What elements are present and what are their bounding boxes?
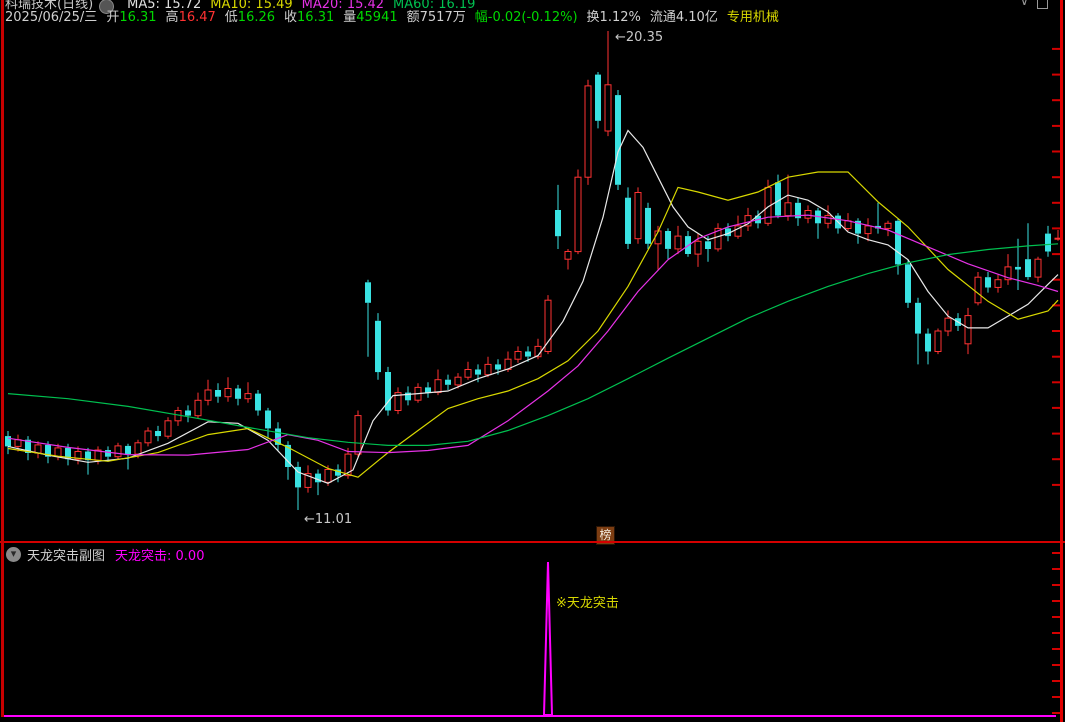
quote-field: MA20: 15.42 (301, 0, 385, 12)
panel-separator (0, 541, 1065, 543)
quote-field: 量 (343, 10, 357, 25)
collapse-chevron-icon[interactable]: ▾ (6, 547, 21, 562)
indicator-chart[interactable]: ※天龙突击 (0, 543, 1065, 722)
quote-field: 16.31 (119, 10, 157, 25)
quote-header-line2: 2025/06/25/三开 16.31 高 16.47 低 16.26 收 16.31 量 459… (5, 10, 779, 25)
stock-title: 科瑞技术(日线) (5, 0, 94, 12)
stock-logo-icon (99, 0, 115, 14)
svg-text:←20.35: ←20.35 (615, 30, 663, 45)
quote-field: 高 (165, 10, 179, 25)
quote-field: 2025/06/25/三 (5, 10, 98, 25)
quote-field: 4.10亿 (675, 10, 718, 25)
quote-field: 收 (284, 10, 298, 25)
quote-field: 16.26 (237, 10, 276, 25)
left-border (1, 0, 4, 717)
svg-text:←11.01: ←11.01 (304, 512, 352, 527)
ranking-badge[interactable]: 榜 (596, 526, 615, 545)
quote-field: 45941 (356, 10, 398, 25)
quote-field: 1.12% (599, 10, 641, 25)
svg-text:※天龙突击: ※天龙突击 (556, 595, 619, 611)
quote-field: 7517万 (419, 10, 466, 25)
ma-values: MA5: 15.72 MA10: 15.49 MA20: 15.42 MA60: 16… (118, 0, 475, 12)
quote-field: 专用机械 (726, 10, 779, 25)
quote-field: -0.02(-0.12%) (487, 10, 578, 25)
indicator-header: ▾ 天龙突击副图 天龙突击: 0.00 (6, 545, 204, 564)
quote-field: 幅 (474, 10, 488, 25)
quote-header-line1: 科瑞技术(日线) MA5: 15.72 MA10: 15.49 MA20: 15.4… (5, 0, 475, 14)
quote-field: 换 (586, 10, 600, 25)
quote-field: 16.47 (178, 10, 216, 25)
quote-field: 额 (406, 10, 420, 25)
chevron-down-icon[interactable]: ∨ (1020, 0, 1029, 8)
quote-field: MA5: 15.72 (127, 0, 202, 12)
quote-field: 低 (224, 10, 238, 25)
indicator-panel-title: 天龙突击副图 (27, 549, 106, 564)
quote-field: MA60: 16.19 (393, 0, 476, 12)
quote-field: 开 (106, 10, 120, 25)
quote-field: MA10: 15.49 (210, 0, 293, 12)
quote-field: 流通 (649, 10, 676, 25)
right-axis-border (1060, 0, 1063, 722)
window-icon[interactable] (1036, 0, 1048, 9)
main-chart[interactable]: ←20.35 ←11.01 (0, 25, 1065, 541)
quote-field: 16.31 (297, 10, 335, 25)
window-icons: ∨ (1020, 0, 1048, 9)
indicator-name-value: 天龙突击: 0.00 (115, 549, 205, 564)
